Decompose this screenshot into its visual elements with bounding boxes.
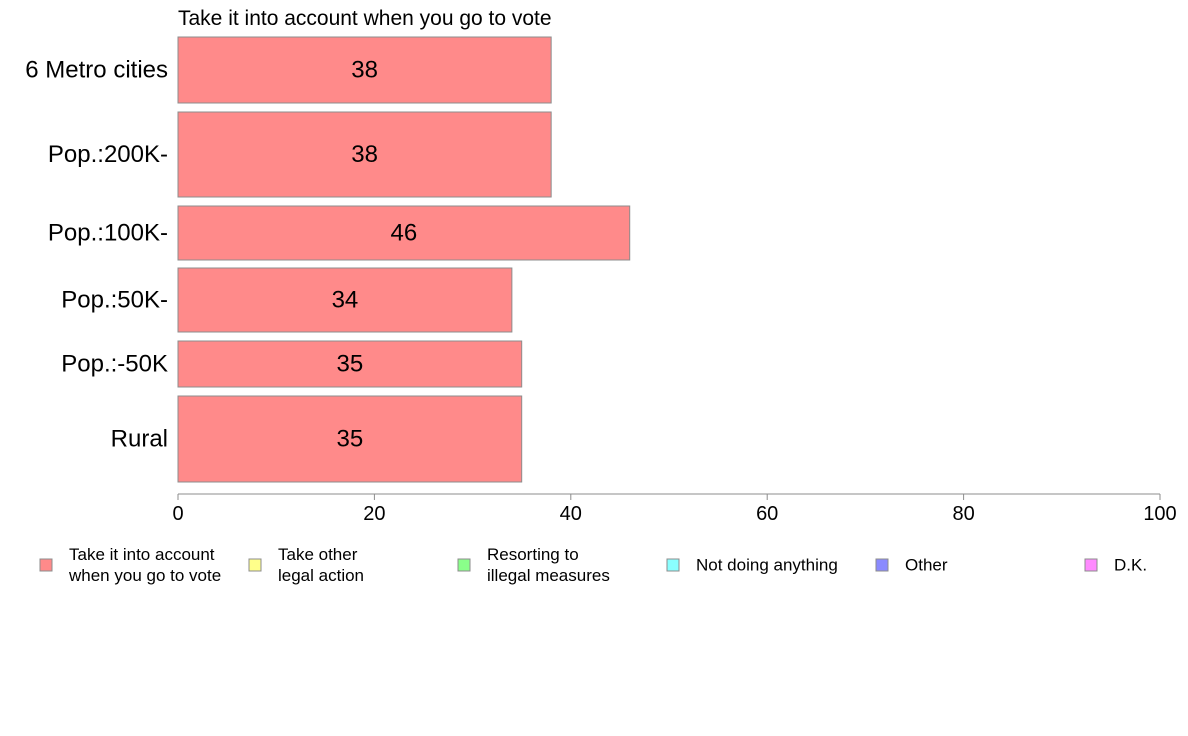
legend-label: Other <box>905 556 948 575</box>
category-label: Pop.:200K- <box>48 141 168 168</box>
category-label: 6 Metro cities <box>25 57 168 84</box>
category-label: Pop.:100K- <box>48 220 168 247</box>
x-tick-label: 40 <box>560 503 582 525</box>
x-tick-label: 100 <box>1143 503 1176 525</box>
legend-label: Take it into account <box>69 545 215 564</box>
category-label: Pop.:50K- <box>61 287 168 314</box>
bars-group: 6 Metro cities 38 Pop.:200K- 38 Pop.:100K- 46… <box>25 36 631 483</box>
x-tick-label: 20 <box>363 503 385 525</box>
legend-label: illegal measures <box>487 566 610 585</box>
legend-swatch <box>666 558 680 572</box>
legend-swatch <box>248 558 262 572</box>
legend-label: Take other <box>278 545 358 564</box>
x-axis: 0 20 40 60 80 100 <box>172 493 1177 525</box>
bar <box>177 36 552 104</box>
bar <box>177 267 513 333</box>
bar <box>177 111 552 198</box>
bar-value-label: 35 <box>336 351 363 378</box>
legend-swatch <box>39 558 53 572</box>
legend-swatch <box>875 558 889 572</box>
legend: Take it into account when you go to vote T… <box>39 545 1147 585</box>
x-tick-label: 80 <box>952 503 974 525</box>
legend-swatch <box>457 558 471 572</box>
bar-value-label: 34 <box>332 287 359 314</box>
category-label: Pop.:-50K <box>61 351 168 378</box>
bar <box>177 205 631 261</box>
legend-label: D.K. <box>1114 556 1147 575</box>
legend-label: Not doing anything <box>696 556 838 575</box>
category-label: Rural <box>111 426 168 453</box>
x-tick-label: 60 <box>756 503 778 525</box>
bar-value-label: 38 <box>351 141 378 168</box>
bar-value-label: 46 <box>391 220 418 247</box>
legend-label: Resorting to <box>487 545 579 564</box>
legend-label: when you go to vote <box>68 566 221 585</box>
chart-title: Take it into account when you go to vote <box>178 7 552 30</box>
legend-label: legal action <box>278 566 364 585</box>
bar <box>177 340 523 388</box>
bar-value-label: 38 <box>351 57 378 84</box>
x-tick-label: 0 <box>172 503 183 525</box>
bar <box>177 395 523 483</box>
bar-value-label: 35 <box>336 426 363 453</box>
legend-swatch <box>1084 558 1098 572</box>
